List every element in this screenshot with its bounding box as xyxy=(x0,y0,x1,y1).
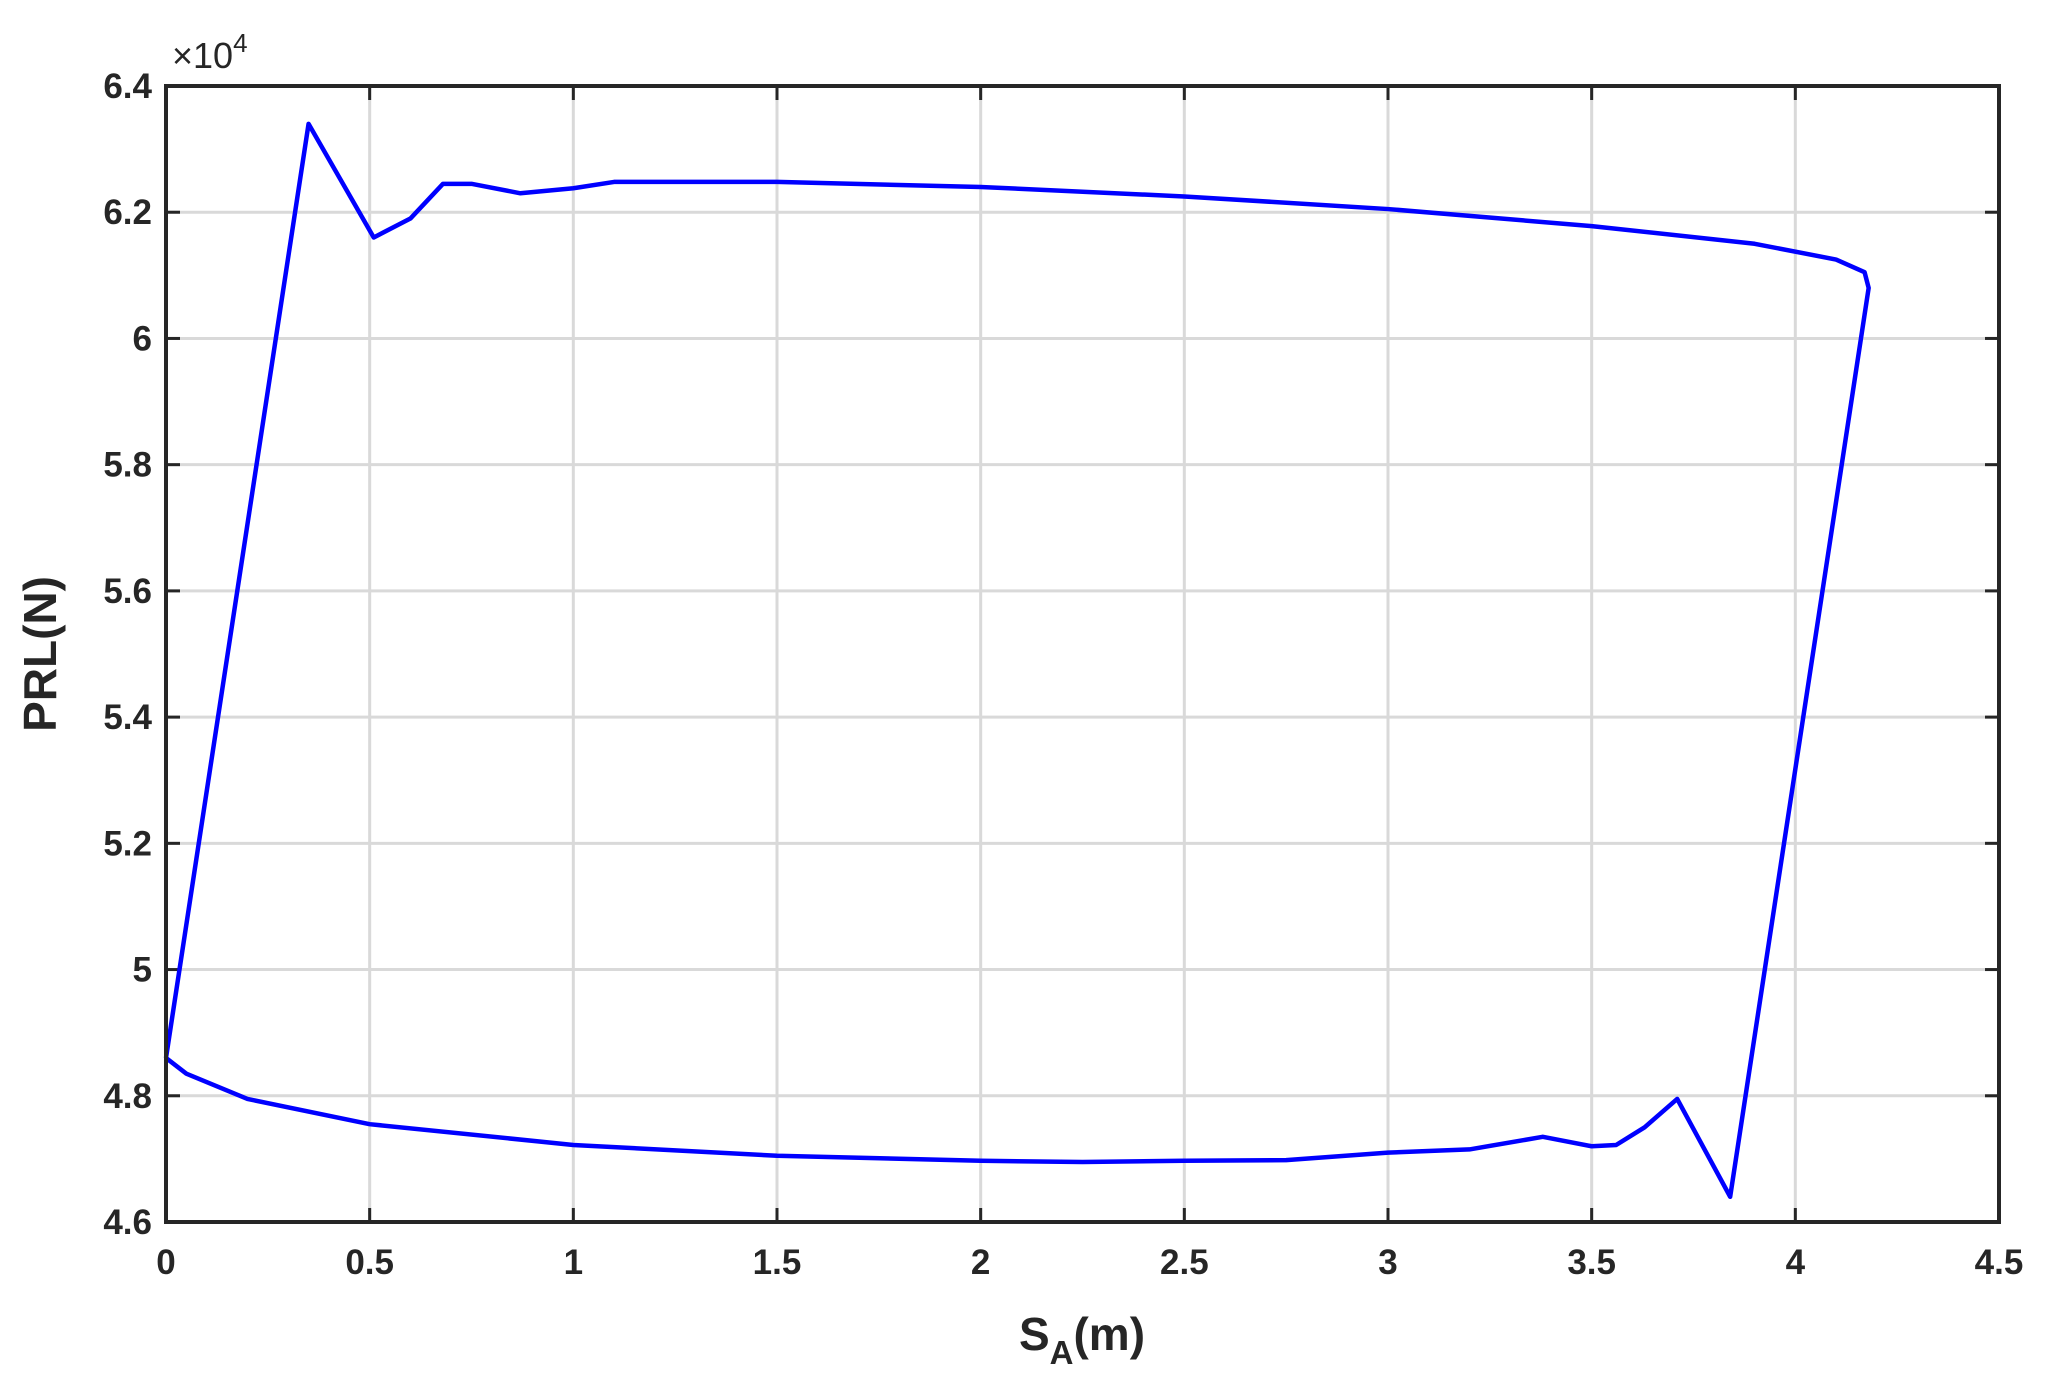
y-tick-label: 5.2 xyxy=(103,824,152,863)
x-tick-label: 1.5 xyxy=(753,1243,802,1282)
y-tick-label: 4.8 xyxy=(103,1077,152,1116)
multiplier-exponent: 4 xyxy=(233,28,247,58)
y-tick-label: 5.6 xyxy=(103,572,152,611)
plot-frame xyxy=(164,84,2001,1224)
x-tick-label: 1 xyxy=(564,1243,583,1282)
x-tick-label: 2 xyxy=(971,1243,990,1282)
x-label-main: S xyxy=(1019,1308,1050,1360)
x-tick-label: 4 xyxy=(1786,1243,1806,1282)
y-tick-label: 6.4 xyxy=(103,67,152,106)
multiplier-base: ×10 xyxy=(172,35,233,76)
y-tick-label: 5.8 xyxy=(103,446,152,485)
y-tick-label: 6.2 xyxy=(103,193,152,232)
x-tick-label: 0.5 xyxy=(345,1243,394,1282)
y-tick-label: 5.4 xyxy=(103,698,152,737)
x-tick-label: 3 xyxy=(1378,1243,1397,1282)
y-axis-label: PRL(N) xyxy=(14,576,66,732)
y-tick-label: 4.6 xyxy=(103,1203,152,1242)
y-tick-label: 6 xyxy=(133,319,152,358)
y-multiplier: ×104 xyxy=(172,28,248,76)
x-axis-label: SA(m) xyxy=(1019,1308,1145,1371)
x-tick-label: 0 xyxy=(156,1243,175,1282)
x-tick-label: 3.5 xyxy=(1567,1243,1616,1282)
x-tick-label: 4.5 xyxy=(1975,1243,2024,1282)
x-tick-label: 2.5 xyxy=(1160,1243,1209,1282)
x-label-unit: (m) xyxy=(1073,1308,1145,1360)
data-line xyxy=(163,121,1871,1200)
y-tick-label: 5 xyxy=(133,951,152,990)
x-label-sub: A xyxy=(1050,1334,1074,1371)
